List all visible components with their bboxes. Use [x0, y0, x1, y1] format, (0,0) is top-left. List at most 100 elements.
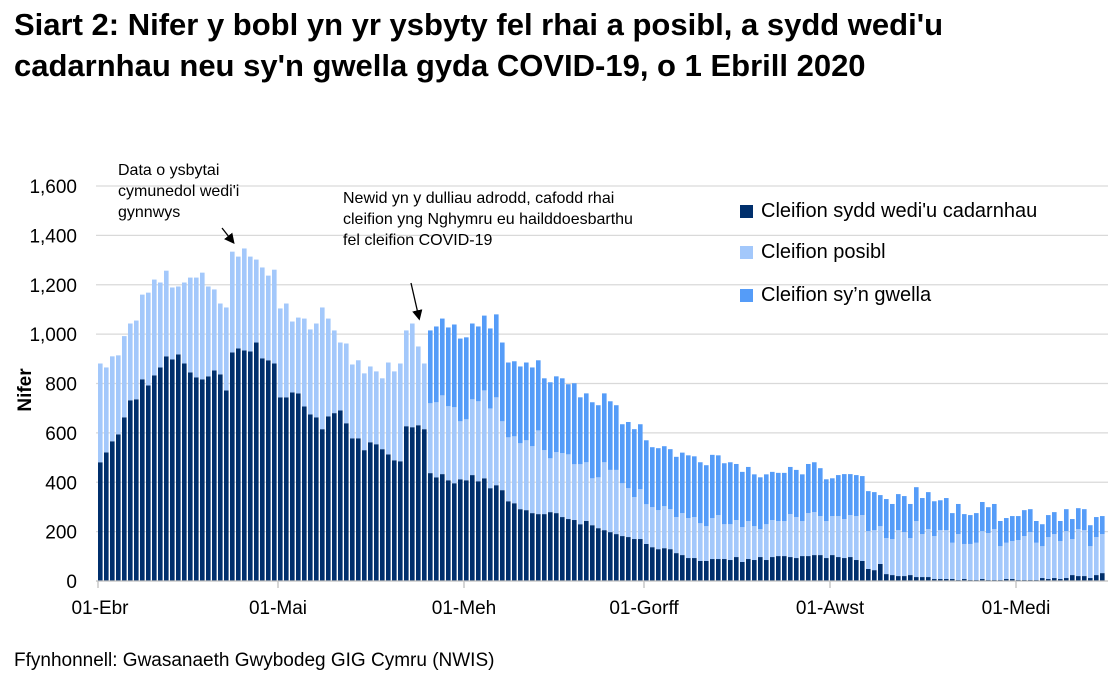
bar-segment-suspected [488, 408, 493, 489]
bar-segment-confirmed [362, 450, 367, 581]
bar-segment-suspected [266, 275, 271, 361]
bar-segment-recovering [812, 462, 817, 513]
bar-segment-recovering [1016, 516, 1021, 541]
bar-segment-suspected [230, 251, 235, 353]
bar-segment-confirmed [860, 561, 865, 581]
bar-segment-recovering [638, 424, 643, 490]
bar-segment-confirmed [470, 475, 475, 581]
bar-segment-confirmed [542, 514, 547, 581]
bar-segment-confirmed [1088, 578, 1093, 581]
bar-segment-confirmed [902, 576, 907, 581]
bar-segment-recovering [476, 326, 481, 402]
bar-segment-suspected [380, 378, 385, 450]
bar-segment-recovering [434, 326, 439, 403]
bar-segment-confirmed [578, 524, 583, 581]
bar-segment-suspected [224, 307, 229, 391]
bar-segment-confirmed [554, 513, 559, 581]
bar-segment-confirmed [614, 534, 619, 581]
bar-segment-recovering [758, 477, 763, 530]
legend-swatch [740, 289, 753, 302]
bar-segment-recovering [596, 405, 601, 478]
bar-segment-suspected [686, 518, 691, 559]
bar-segment-recovering [950, 513, 955, 543]
bar-segment-confirmed [512, 503, 517, 581]
bar-segment-recovering [842, 474, 847, 520]
bar-segment-suspected [830, 516, 835, 556]
bar-segment-suspected [974, 542, 979, 581]
bar-segment-suspected [500, 421, 505, 491]
bar-segment-suspected [170, 287, 175, 360]
bar-segment-recovering [920, 498, 925, 535]
bar-segment-confirmed [824, 558, 829, 581]
bar-segment-suspected [1046, 537, 1051, 580]
bar-segment-recovering [524, 362, 529, 441]
bar-segment-confirmed [836, 557, 841, 581]
bar-segment-suspected [440, 395, 445, 475]
bar-segment-recovering [560, 378, 565, 454]
bar-segment-confirmed [686, 558, 691, 581]
bar-segment-suspected [1022, 536, 1027, 581]
bar-segment-suspected [116, 355, 121, 435]
bar-segment-confirmed [1076, 576, 1081, 581]
bar-segment-confirmed [122, 417, 127, 581]
bar-segment-confirmed [692, 558, 697, 581]
legend-swatch [740, 205, 753, 218]
bar-segment-confirmed [206, 376, 211, 581]
bar-segment-recovering [488, 328, 493, 409]
bar-segment-recovering [818, 468, 823, 517]
bar-segment-recovering [680, 452, 685, 514]
bar-segment-confirmed [830, 555, 835, 581]
bar-segment-confirmed [98, 462, 103, 581]
bar-segment-recovering [1058, 521, 1063, 542]
bar-segment-suspected [944, 530, 949, 580]
bar-segment-confirmed [194, 377, 199, 581]
annotation-line: Data o ysbytai [118, 162, 220, 179]
bar-segment-confirmed [1070, 575, 1075, 581]
bar-segment-confirmed [506, 501, 511, 581]
bar-segment-confirmed [134, 399, 139, 581]
annotation-line: Newid yn y dulliau adrodd, cafodd rhai [343, 190, 615, 207]
bar-segment-confirmed [926, 577, 931, 581]
bar-segment-recovering [1070, 519, 1075, 540]
bar-segment-suspected [530, 446, 535, 514]
bar-segment-suspected [1052, 534, 1057, 579]
bar-segment-suspected [650, 507, 655, 548]
bar-segment-confirmed [848, 557, 853, 581]
bar-segment-suspected [566, 454, 571, 520]
bar-segment-suspected [434, 402, 439, 478]
bar-segment-suspected [764, 524, 769, 561]
legend-item-suspected: Cleifion posibl [740, 241, 886, 264]
bar-segment-confirmed [374, 444, 379, 581]
bar-segment-recovering [824, 479, 829, 522]
bar-segment-suspected [1082, 530, 1087, 577]
bar-segment-confirmed [794, 558, 799, 581]
bar-segment-suspected [128, 323, 133, 401]
bar-segment-confirmed [1040, 578, 1045, 581]
bar-segment-suspected [392, 371, 397, 461]
bar-segment-suspected [770, 520, 775, 558]
bar-segment-suspected [296, 317, 301, 394]
bar-segment-confirmed [716, 559, 721, 581]
bar-segment-confirmed [1004, 579, 1009, 581]
bar-segment-confirmed [110, 441, 115, 581]
bar-segment-confirmed [416, 425, 421, 581]
bar-segment-recovering [980, 502, 985, 532]
bar-segment-confirmed [818, 555, 823, 581]
bar-segment-confirmed [1064, 578, 1069, 581]
bar-segment-suspected [404, 330, 409, 427]
bar-segment-confirmed [560, 517, 565, 581]
bar-segment-recovering [788, 466, 793, 515]
bar-segment-suspected [302, 318, 307, 407]
bar-segment-confirmed [218, 374, 223, 581]
bar-segment-suspected [248, 256, 253, 352]
bar-segment-recovering [662, 446, 667, 507]
annotation-reporting-change: Newid yn y dulliau adrodd, cafodd rhai c… [343, 188, 633, 251]
bar-segment-confirmed [776, 556, 781, 581]
bar-segment-suspected [854, 516, 859, 561]
bar-segment-confirmed [812, 555, 817, 581]
bar-segment-recovering [1088, 525, 1093, 547]
bar-segment-confirmed [596, 528, 601, 581]
bar-segment-suspected [134, 320, 139, 400]
bar-segment-confirmed [656, 549, 661, 581]
bar-segment-confirmed [458, 479, 463, 581]
